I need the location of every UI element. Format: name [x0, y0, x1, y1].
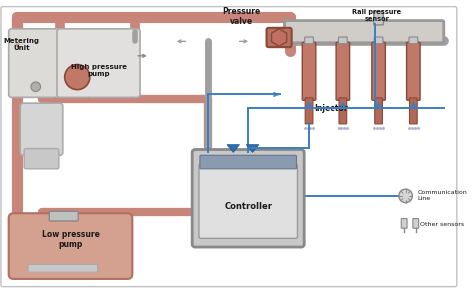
- FancyBboxPatch shape: [1, 7, 457, 287]
- Text: Injector: Injector: [314, 104, 347, 113]
- FancyBboxPatch shape: [192, 150, 304, 247]
- FancyBboxPatch shape: [372, 42, 385, 100]
- FancyBboxPatch shape: [20, 103, 63, 155]
- FancyBboxPatch shape: [9, 29, 63, 97]
- FancyBboxPatch shape: [401, 219, 407, 228]
- Text: Controller: Controller: [224, 201, 272, 211]
- Text: High pressure
pump: High pressure pump: [71, 64, 127, 77]
- FancyBboxPatch shape: [407, 42, 420, 100]
- Text: Other sensors: Other sensors: [420, 222, 464, 227]
- Text: Communication
Line: Communication Line: [417, 190, 467, 201]
- FancyBboxPatch shape: [409, 37, 418, 44]
- Polygon shape: [227, 145, 239, 152]
- FancyBboxPatch shape: [24, 149, 59, 169]
- Circle shape: [31, 82, 41, 92]
- Polygon shape: [246, 145, 259, 152]
- Text: Pressure
valve: Pressure valve: [222, 6, 261, 26]
- FancyBboxPatch shape: [199, 164, 298, 238]
- FancyBboxPatch shape: [375, 98, 383, 124]
- FancyBboxPatch shape: [410, 98, 417, 124]
- FancyBboxPatch shape: [200, 155, 297, 169]
- FancyBboxPatch shape: [413, 219, 419, 228]
- FancyBboxPatch shape: [374, 11, 383, 25]
- FancyBboxPatch shape: [305, 98, 313, 124]
- Text: Metering
Unit: Metering Unit: [3, 39, 39, 51]
- FancyBboxPatch shape: [9, 213, 132, 279]
- Circle shape: [65, 65, 90, 90]
- FancyBboxPatch shape: [49, 211, 78, 221]
- FancyBboxPatch shape: [374, 37, 383, 44]
- FancyBboxPatch shape: [305, 37, 313, 44]
- FancyBboxPatch shape: [284, 20, 444, 43]
- Text: Rail pressure
sensor: Rail pressure sensor: [352, 8, 401, 22]
- Text: Low pressure
pump: Low pressure pump: [42, 230, 100, 249]
- FancyBboxPatch shape: [57, 29, 140, 97]
- Circle shape: [399, 189, 412, 203]
- FancyBboxPatch shape: [266, 28, 292, 47]
- FancyBboxPatch shape: [302, 42, 316, 100]
- FancyBboxPatch shape: [28, 265, 98, 272]
- FancyBboxPatch shape: [339, 98, 346, 124]
- FancyBboxPatch shape: [338, 37, 347, 44]
- FancyBboxPatch shape: [336, 42, 350, 100]
